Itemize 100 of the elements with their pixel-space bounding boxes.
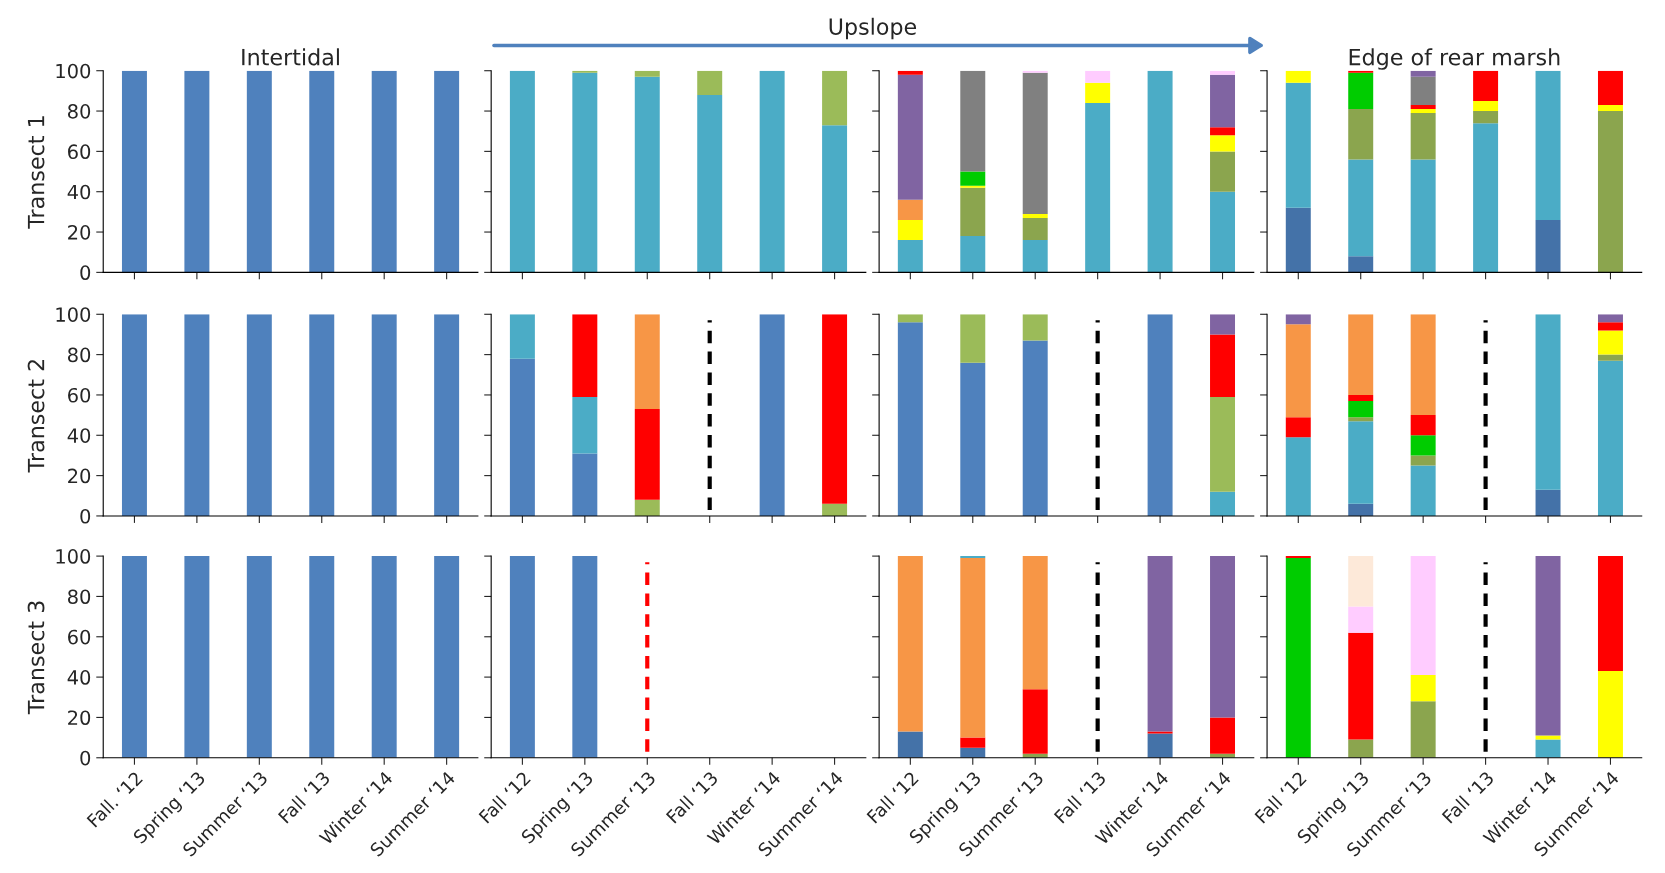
bar xyxy=(1285,207,1311,273)
bar xyxy=(1597,70,1623,105)
bar xyxy=(1147,731,1173,734)
bar xyxy=(1597,354,1623,361)
bar xyxy=(960,70,986,172)
bar xyxy=(1285,556,1311,559)
bar xyxy=(1410,70,1436,77)
bar xyxy=(960,558,986,738)
bar xyxy=(897,322,923,516)
bar xyxy=(1535,489,1561,516)
bar xyxy=(1285,70,1311,83)
bar xyxy=(960,362,986,516)
bar xyxy=(572,72,598,273)
bar xyxy=(960,737,986,748)
bar xyxy=(1348,421,1374,504)
bar xyxy=(1085,82,1111,103)
bar xyxy=(1348,256,1374,273)
bar xyxy=(1348,159,1374,257)
bar xyxy=(509,314,535,359)
y-tick-label: 20 xyxy=(68,710,91,726)
y-tick-label: 60 xyxy=(68,144,91,160)
bar xyxy=(960,171,986,186)
y-axis-title: Transect 3 xyxy=(27,601,45,715)
y-tick-label: 20 xyxy=(68,225,91,240)
bar xyxy=(1473,111,1499,124)
bar xyxy=(1410,105,1436,110)
y-tick-label: 40 xyxy=(67,428,91,443)
bar xyxy=(1210,74,1236,128)
y-tick-label: 80 xyxy=(68,589,91,605)
bar xyxy=(697,70,723,95)
bar xyxy=(1535,739,1561,758)
bar xyxy=(897,240,923,273)
bar xyxy=(1348,394,1374,401)
y-axis-title: Transect 1 xyxy=(27,116,45,229)
y-tick-label: 60 xyxy=(68,629,91,645)
bar xyxy=(634,76,660,273)
bar xyxy=(1410,556,1436,676)
bar xyxy=(822,314,848,504)
chart-title: Intertidal xyxy=(242,48,339,66)
bar xyxy=(1597,111,1623,273)
bar xyxy=(822,70,848,126)
bar xyxy=(1022,556,1048,690)
bar xyxy=(1473,100,1499,112)
x-tick-label: Fall ‘12 xyxy=(478,770,531,824)
bar xyxy=(572,453,598,516)
bar xyxy=(634,499,660,516)
bar xyxy=(1348,503,1374,516)
bar xyxy=(1022,217,1048,241)
bar xyxy=(1022,70,1048,73)
bar xyxy=(1285,417,1311,438)
bar xyxy=(1535,556,1561,736)
bar xyxy=(1210,135,1236,152)
bar xyxy=(1348,556,1374,607)
bar xyxy=(1210,70,1236,75)
y-tick-label: 0 xyxy=(80,508,91,524)
bar xyxy=(1410,675,1436,702)
bar xyxy=(759,70,785,273)
bar xyxy=(1022,213,1048,218)
bar xyxy=(1022,340,1048,516)
bar xyxy=(1147,314,1173,516)
bar xyxy=(1535,314,1561,490)
bar xyxy=(1410,314,1436,416)
bar xyxy=(1410,109,1436,114)
bar xyxy=(897,74,923,200)
bar xyxy=(960,236,986,273)
y-tick-label: 80 xyxy=(68,104,91,119)
bar xyxy=(1535,70,1561,220)
bar xyxy=(897,731,923,758)
y-tick-label: 100 xyxy=(56,63,91,79)
bar xyxy=(1285,558,1311,758)
bar xyxy=(1410,701,1436,758)
bar xyxy=(1210,717,1236,754)
bar xyxy=(572,70,598,73)
bar xyxy=(1348,70,1374,73)
x-tick-label: Fall ‘13 xyxy=(1053,770,1107,824)
bar xyxy=(960,187,986,237)
bar xyxy=(1022,314,1048,341)
bar xyxy=(1348,72,1374,110)
bar xyxy=(1210,127,1236,136)
bar xyxy=(1597,322,1623,331)
bar xyxy=(1210,191,1236,273)
y-tick-label: 80 xyxy=(68,347,91,363)
bar xyxy=(634,314,660,410)
bar xyxy=(634,409,660,500)
x-tick-label: Fall ‘13 xyxy=(277,770,331,824)
bar xyxy=(1410,415,1436,436)
bar xyxy=(1210,314,1236,335)
x-tick-label: Fall ‘12 xyxy=(866,770,919,824)
bar xyxy=(1085,102,1111,273)
bar xyxy=(897,219,923,241)
bar xyxy=(1535,735,1561,740)
bar xyxy=(960,314,986,363)
bar xyxy=(572,396,598,454)
bar xyxy=(1210,491,1236,516)
bar xyxy=(1410,159,1436,273)
bar xyxy=(1473,123,1499,273)
bar xyxy=(1597,556,1623,672)
bar xyxy=(822,125,848,273)
bar xyxy=(1285,437,1311,516)
bar xyxy=(1210,151,1236,192)
